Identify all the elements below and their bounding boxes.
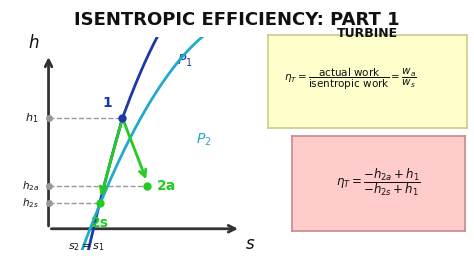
Text: h: h — [28, 34, 39, 52]
Text: s: s — [246, 235, 255, 253]
Text: 2a: 2a — [157, 179, 176, 193]
Text: $h_{2a}$: $h_{2a}$ — [21, 179, 39, 193]
Text: $s_2 = s_1$: $s_2 = s_1$ — [68, 242, 105, 253]
Text: $P_2$: $P_2$ — [196, 131, 212, 148]
Text: 1: 1 — [103, 95, 113, 110]
Text: $h_{2s}$: $h_{2s}$ — [22, 196, 39, 210]
Text: $\eta_T = \dfrac{-h_{2a} + h_1}{-h_{2s} + h_1}$: $\eta_T = \dfrac{-h_{2a} + h_1}{-h_{2s} … — [336, 166, 420, 198]
Text: TURBINE: TURBINE — [337, 27, 398, 40]
Text: ISENTROPIC EFFICIENCY: PART 1: ISENTROPIC EFFICIENCY: PART 1 — [74, 11, 400, 29]
Text: $P_1$: $P_1$ — [177, 53, 192, 69]
Text: $\eta_T = \dfrac{\mathrm{actual\ work}}{\mathrm{isentropic\ work}} = \dfrac{w_a}: $\eta_T = \dfrac{\mathrm{actual\ work}}{… — [284, 67, 417, 92]
Text: $h_1$: $h_1$ — [26, 111, 39, 125]
Text: 2s: 2s — [91, 216, 109, 230]
